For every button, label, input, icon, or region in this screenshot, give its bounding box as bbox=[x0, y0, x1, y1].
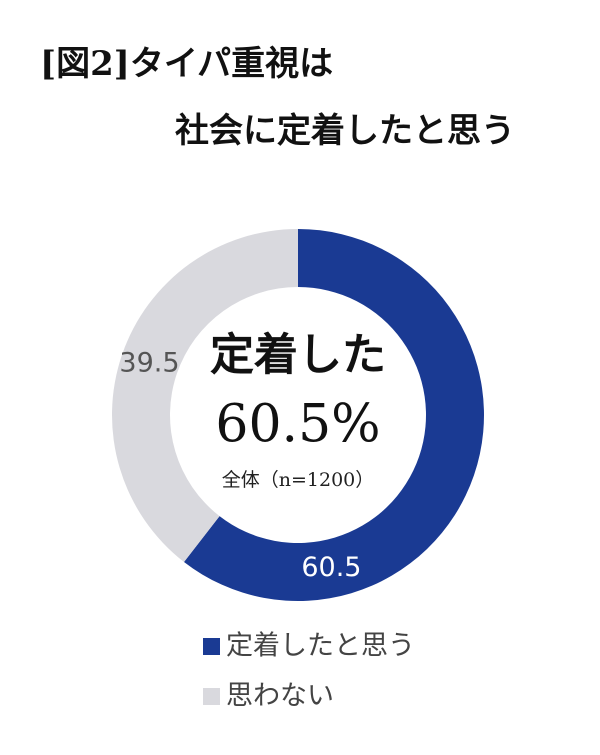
data-label: 60.5 bbox=[301, 552, 361, 583]
chart-title: 社会に定着したと思う bbox=[175, 111, 515, 151]
center-label: 定着した bbox=[210, 330, 386, 381]
chart-title: [図2]タイパ重視は bbox=[40, 44, 333, 84]
legend-label: 定着したと思う bbox=[226, 631, 415, 662]
legend-swatch bbox=[203, 638, 220, 655]
legend-swatch bbox=[203, 688, 220, 705]
donut-segment bbox=[183, 229, 485, 601]
legend-label: 思わない bbox=[226, 681, 334, 712]
center-note: 全体（n=1200） bbox=[222, 469, 375, 491]
donut-segment bbox=[112, 229, 299, 562]
center-value: 60.5% bbox=[215, 395, 380, 455]
data-label: 39.5 bbox=[119, 348, 179, 379]
